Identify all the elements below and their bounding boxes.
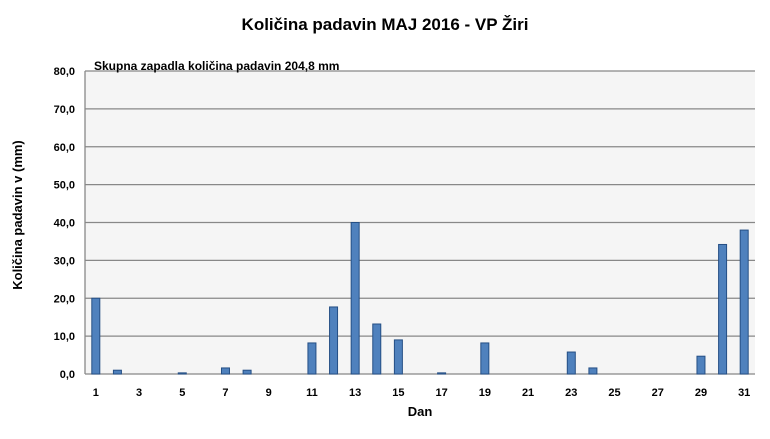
x-tick-label: 19 [479,387,491,399]
bar-day-30 [718,243,728,375]
y-tick-label: 60,0 [54,142,75,154]
x-tick-label: 11 [306,387,318,399]
x-tick-label: 27 [652,387,664,399]
bar-day-23 [566,351,576,375]
y-tick-label: 0,0 [60,369,75,381]
y-tick-label: 50,0 [54,180,75,192]
x-axis-label: Dan [408,404,433,419]
bar-day-31 [739,229,749,375]
x-tick-label: 15 [392,387,404,399]
x-tick-label: 21 [522,387,534,399]
x-tick-label: 17 [435,387,447,399]
y-axis-label: Količina padavin v (mm) [10,140,25,290]
bar-day-17 [437,372,447,375]
y-tick-label: 20,0 [54,293,75,305]
y-tick-label: 70,0 [54,104,75,116]
bar-day-8 [242,369,252,375]
x-tick-label: 9 [266,387,272,399]
x-tick-label: 5 [179,387,185,399]
y-tick-label: 40,0 [54,218,75,230]
total-annotation: Skupna zapadla količina padavin 204,8 mm [94,59,339,73]
x-tick-label: 31 [738,387,750,399]
x-tick-label: 3 [136,387,142,399]
x-tick-label: 1 [93,387,99,399]
bar-day-1 [91,297,101,375]
y-tick-label: 30,0 [54,255,75,267]
bar-day-2 [112,369,122,375]
bar-day-5 [177,372,187,375]
x-tick-label: 29 [695,387,707,399]
bar-day-24 [588,367,598,375]
y-tick-label: 80,0 [54,66,75,78]
bar-day-15 [393,339,403,375]
bar-day-19 [480,342,490,375]
bar-day-14 [372,323,382,375]
bar-day-7 [220,367,230,375]
x-tick-label: 7 [222,387,228,399]
x-tick-label: 13 [349,387,361,399]
bar-day-12 [329,306,339,375]
chart-title: Količina padavin MAJ 2016 - VP Žiri [242,15,529,34]
bar-day-13 [350,222,360,375]
x-tick-label: 25 [608,387,620,399]
x-tick-label: 23 [565,387,577,399]
bar-day-29 [696,355,706,375]
bar-day-11 [307,342,317,375]
y-tick-label: 10,0 [54,331,75,343]
